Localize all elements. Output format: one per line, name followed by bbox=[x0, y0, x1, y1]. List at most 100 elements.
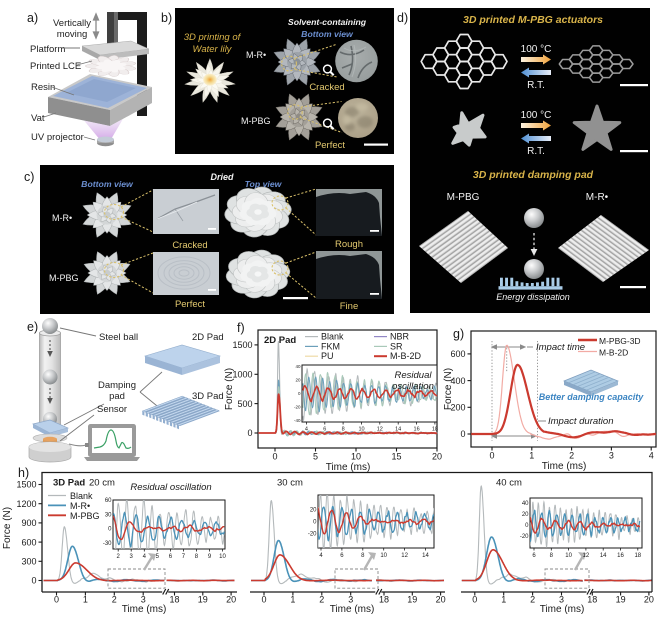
svg-text:16: 16 bbox=[617, 553, 624, 559]
svg-text:0: 0 bbox=[261, 595, 266, 605]
svg-text:Perfect: Perfect bbox=[315, 140, 345, 151]
svg-text:2: 2 bbox=[530, 595, 535, 605]
svg-text:100 °C: 100 °C bbox=[521, 110, 552, 121]
svg-text:M-B-2D: M-B-2D bbox=[390, 351, 421, 361]
svg-text:100 °C: 100 °C bbox=[521, 44, 552, 55]
svg-text:5: 5 bbox=[156, 554, 160, 560]
svg-text:10: 10 bbox=[565, 553, 572, 559]
svg-text:PU: PU bbox=[321, 351, 334, 361]
svg-text:3: 3 bbox=[130, 554, 134, 560]
svg-text:Fine: Fine bbox=[340, 301, 358, 312]
svg-text:Platform: Platform bbox=[30, 44, 65, 55]
svg-text:8: 8 bbox=[550, 553, 554, 559]
svg-text:30: 30 bbox=[105, 512, 112, 518]
svg-text:Bottom view: Bottom view bbox=[81, 179, 134, 189]
svg-text:20: 20 bbox=[432, 452, 442, 462]
svg-text:b): b) bbox=[161, 11, 172, 25]
svg-text:0: 0 bbox=[272, 452, 277, 462]
svg-text:M-R•: M-R• bbox=[246, 50, 266, 60]
svg-text:1: 1 bbox=[529, 451, 534, 461]
svg-text:-20: -20 bbox=[308, 532, 317, 538]
svg-text:Time (ms): Time (ms) bbox=[330, 604, 375, 615]
svg-text:20: 20 bbox=[644, 595, 654, 605]
svg-text:3: 3 bbox=[559, 595, 564, 605]
svg-text:3D printed damping pad: 3D printed damping pad bbox=[473, 169, 594, 181]
svg-text:600: 600 bbox=[450, 349, 465, 359]
svg-text:5: 5 bbox=[313, 452, 318, 462]
svg-text:Vertically: Vertically bbox=[53, 18, 91, 29]
svg-text:Perfect: Perfect bbox=[175, 299, 205, 310]
svg-text:Vat: Vat bbox=[31, 113, 45, 124]
svg-text:14: 14 bbox=[422, 553, 429, 559]
svg-text:18: 18 bbox=[634, 553, 641, 559]
svg-text:Energy dissipation: Energy dissipation bbox=[496, 292, 570, 302]
svg-text:Blank: Blank bbox=[70, 491, 93, 501]
svg-text:6: 6 bbox=[323, 427, 326, 433]
svg-text:Residual: Residual bbox=[395, 370, 433, 381]
svg-text:UV projector: UV projector bbox=[31, 132, 84, 143]
svg-text:pad: pad bbox=[109, 391, 125, 402]
svg-text:FKM: FKM bbox=[321, 341, 340, 351]
svg-text:6: 6 bbox=[169, 554, 173, 560]
svg-text:3D printed M-PBG actuators: 3D printed M-PBG actuators bbox=[463, 14, 603, 26]
svg-text:Impact time: Impact time bbox=[536, 342, 585, 353]
svg-text:Cracked: Cracked bbox=[309, 82, 344, 93]
svg-text:0: 0 bbox=[460, 429, 465, 439]
svg-text:60: 60 bbox=[105, 498, 112, 504]
svg-text:0: 0 bbox=[472, 595, 477, 605]
svg-text:M-PBG: M-PBG bbox=[241, 116, 271, 126]
svg-text:19: 19 bbox=[407, 595, 417, 605]
svg-text:1000: 1000 bbox=[232, 370, 252, 380]
svg-text:20: 20 bbox=[226, 595, 236, 605]
svg-text:M-B-2D: M-B-2D bbox=[599, 348, 628, 358]
svg-text:M-PBG-3D: M-PBG-3D bbox=[599, 336, 641, 346]
svg-text:14: 14 bbox=[395, 427, 401, 433]
svg-text:Time (ms): Time (ms) bbox=[540, 604, 585, 615]
svg-text:40: 40 bbox=[522, 501, 529, 507]
svg-text:12: 12 bbox=[401, 553, 408, 559]
svg-text:30 cm: 30 cm bbox=[277, 478, 303, 489]
svg-text:0: 0 bbox=[489, 451, 494, 461]
svg-text:12: 12 bbox=[377, 427, 383, 433]
svg-text:-20: -20 bbox=[294, 405, 301, 410]
svg-text:Impact duration: Impact duration bbox=[548, 416, 613, 427]
svg-text:0: 0 bbox=[31, 576, 36, 586]
svg-text:6: 6 bbox=[532, 553, 536, 559]
svg-text:14: 14 bbox=[600, 553, 607, 559]
svg-text:Blank: Blank bbox=[321, 332, 344, 342]
svg-text:12: 12 bbox=[583, 553, 590, 559]
svg-text:M-PBG: M-PBG bbox=[447, 192, 480, 203]
svg-text:a): a) bbox=[27, 11, 38, 25]
svg-text:400: 400 bbox=[450, 376, 465, 386]
svg-text:10: 10 bbox=[358, 427, 364, 433]
svg-text:Time (ms): Time (ms) bbox=[326, 462, 371, 473]
svg-text:1: 1 bbox=[501, 595, 506, 605]
svg-text:d): d) bbox=[397, 11, 408, 25]
svg-text:9: 9 bbox=[208, 554, 212, 560]
svg-text:10: 10 bbox=[380, 553, 387, 559]
svg-text:oscillation: oscillation bbox=[392, 381, 434, 392]
svg-text:3D Pad: 3D Pad bbox=[192, 391, 224, 402]
svg-text:Solvent-containing: Solvent-containing bbox=[288, 17, 367, 27]
svg-text:2: 2 bbox=[319, 595, 324, 605]
svg-text:Force (N): Force (N) bbox=[443, 368, 454, 410]
svg-text:R.T.: R.T. bbox=[527, 80, 545, 91]
svg-text:NBR: NBR bbox=[390, 332, 410, 342]
svg-text:1500: 1500 bbox=[16, 480, 36, 490]
svg-text:3D Pad: 3D Pad bbox=[53, 478, 85, 489]
svg-text:0: 0 bbox=[108, 527, 112, 533]
svg-text:500: 500 bbox=[237, 399, 252, 409]
svg-text:2D Pad: 2D Pad bbox=[264, 335, 296, 346]
svg-text:40: 40 bbox=[295, 364, 301, 369]
svg-text:7: 7 bbox=[182, 554, 186, 560]
svg-text:0: 0 bbox=[298, 391, 301, 396]
svg-text:1: 1 bbox=[290, 595, 295, 605]
svg-text:19: 19 bbox=[616, 595, 626, 605]
svg-text:3: 3 bbox=[141, 595, 146, 605]
svg-text:4: 4 bbox=[649, 451, 654, 461]
svg-text:Time (ms): Time (ms) bbox=[122, 604, 167, 615]
svg-text:Better damping capacity: Better damping capacity bbox=[539, 392, 645, 402]
svg-text:Resin: Resin bbox=[31, 82, 55, 93]
svg-text:20 cm: 20 cm bbox=[89, 478, 115, 489]
svg-text:2: 2 bbox=[117, 554, 121, 560]
